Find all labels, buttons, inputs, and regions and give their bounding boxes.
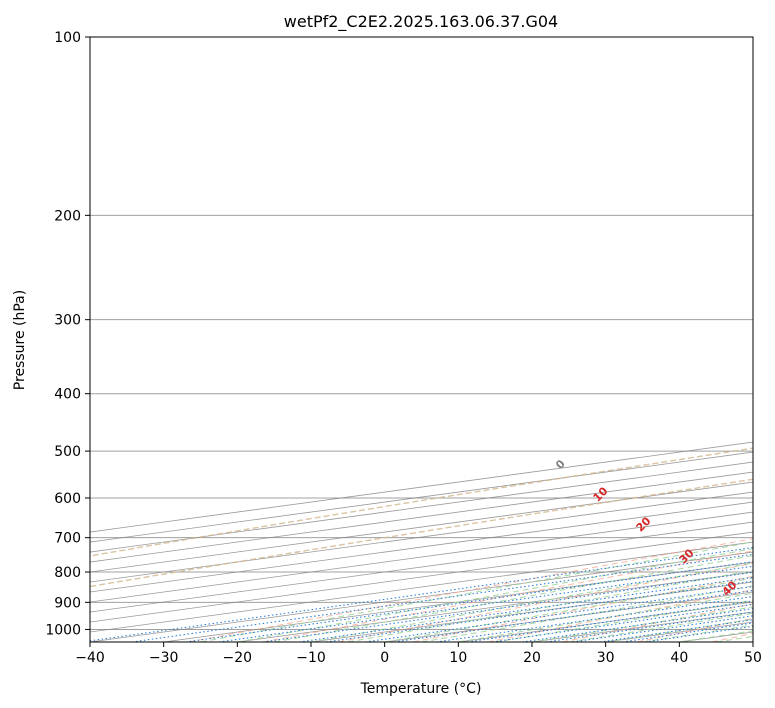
isotherm-line: [90, 501, 753, 593]
y-tick-label: 1000: [45, 622, 81, 638]
isotherm-line: [679, 631, 753, 642]
x-axis-label: Temperature (°C): [360, 681, 482, 697]
mixing-ratio-line: [467, 600, 753, 642]
isotherm-label-warm: 40: [720, 578, 740, 598]
isotherm-line: [384, 591, 753, 642]
dry-adiabat-line: [711, 632, 753, 642]
moist-adiabat-line: [642, 624, 753, 642]
isotherm-zero-label: 0: [553, 457, 568, 472]
x-tick-label: −10: [296, 650, 326, 666]
dry-adiabat-line: [338, 562, 753, 642]
isotherm-line: [90, 551, 753, 642]
isotherm-line: [90, 531, 753, 623]
moist-adiabat-line: [679, 630, 753, 642]
dry-adiabat-line: [562, 603, 753, 642]
mixing-ratio-line: [90, 546, 753, 642]
x-tick-label: −20: [223, 650, 253, 666]
moist-adiabat-line: [421, 585, 753, 642]
mixing-ratio-line: [522, 608, 753, 642]
x-tick-label: 10: [449, 650, 467, 666]
dry-adiabat-line: [636, 617, 753, 642]
y-tick-label: 800: [54, 565, 81, 581]
plot-frame: [89, 36, 754, 643]
isotherm-line: [90, 511, 753, 603]
isotherm-line: [752, 641, 753, 642]
x-tick-label: 40: [670, 650, 688, 666]
isotherm-line: [531, 611, 753, 642]
y-tick-label: 600: [54, 491, 81, 507]
y-tick-label: 900: [54, 595, 81, 611]
x-tick-label: 50: [744, 650, 762, 666]
mixing-ratio-line: [131, 553, 753, 642]
x-tick-label: 30: [597, 650, 615, 666]
y-axis-label: Pressure (hPa): [12, 290, 28, 390]
x-tick-label: −40: [75, 650, 105, 666]
x-tick-label: 0: [380, 650, 389, 666]
dry-adiabat-line: [263, 550, 753, 642]
moist-adiabat-line: [200, 541, 753, 642]
x-tick-label: 20: [523, 650, 541, 666]
moist-adiabat-line: [274, 555, 753, 642]
isotherm-line: [310, 581, 753, 642]
y-tick-label: 100: [54, 30, 81, 46]
y-tick-label: 300: [54, 313, 81, 329]
moist-adiabat-line: [310, 562, 753, 642]
y-tick-label: 200: [54, 208, 81, 224]
moist-adiabat-line: [384, 577, 753, 642]
mixing-ratio-line: [436, 596, 753, 642]
reference-curve-line: [90, 447, 753, 557]
isotherm-line: [90, 461, 753, 553]
moist-adiabat-line: [347, 569, 753, 642]
dry-adiabat-line: [412, 575, 753, 642]
y-tick-label: 700: [54, 531, 81, 547]
dry-adiabat-line: [487, 589, 753, 642]
mixing-ratio-line: [492, 603, 753, 642]
isotherm-label-warm: 20: [634, 514, 654, 534]
moist-adiabat-line: [568, 612, 753, 642]
isotherm-line: [90, 451, 753, 543]
x-tick-label: −30: [149, 650, 179, 666]
isotherm-line: [90, 521, 753, 613]
mixing-ratio-line: [546, 611, 753, 642]
dry-adiabat-line: [188, 538, 753, 642]
y-tick-label: 400: [54, 387, 81, 403]
moist-adiabat-line: [531, 606, 753, 642]
isotherm-line: [90, 541, 753, 633]
isotherm-line: [90, 481, 753, 573]
isotherm-line: [90, 471, 753, 563]
mixing-ratio-line: [185, 561, 753, 642]
moist-adiabat-line: [716, 635, 753, 642]
chart-title: wetPf2_C2E2.2025.163.06.37.G04: [284, 12, 558, 32]
isotherm-line: [90, 491, 753, 583]
y-tick-label: 500: [54, 444, 81, 460]
